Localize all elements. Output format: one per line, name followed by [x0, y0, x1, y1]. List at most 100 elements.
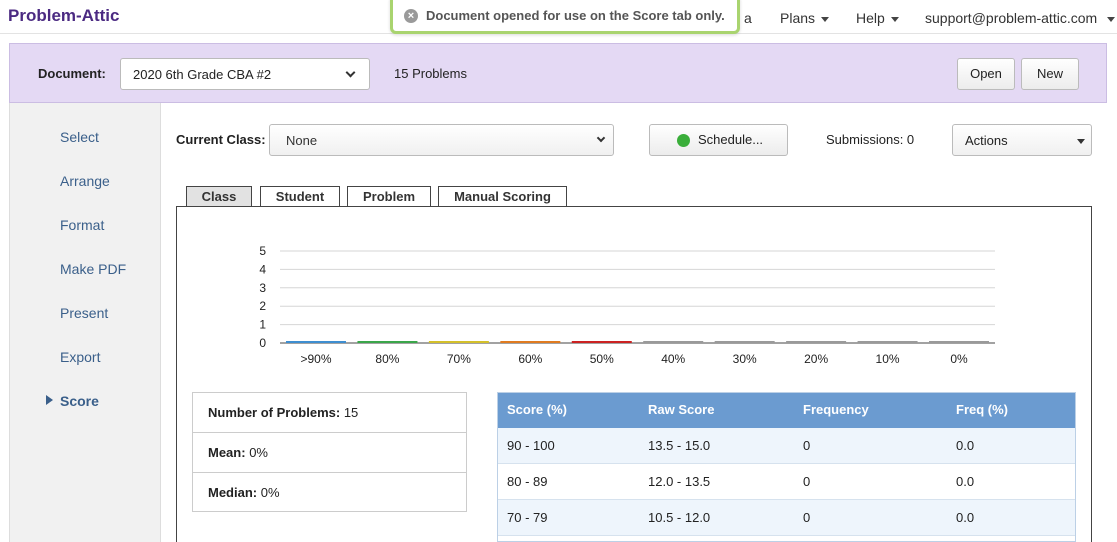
nav-plans-menu[interactable]: Plans	[780, 10, 830, 26]
bar	[786, 341, 847, 343]
chevron-down-icon	[345, 67, 356, 78]
stat-value: 0%	[249, 445, 268, 460]
sidebar-item-present[interactable]: Present	[60, 305, 109, 321]
close-icon[interactable]: ×	[404, 9, 418, 23]
bar	[428, 341, 489, 343]
x-tick-label: 20%	[804, 352, 828, 366]
bar	[357, 341, 418, 343]
table-cell: 0	[803, 474, 811, 489]
nav-account-label: support@problem-attic.com	[925, 10, 1098, 26]
chevron-down-icon	[890, 16, 899, 22]
table-cell: 12.0 - 13.5	[648, 474, 711, 489]
y-tick-label: 3	[259, 281, 266, 295]
table-cell: 10.5 - 12.0	[648, 510, 711, 525]
y-tick-label: 1	[259, 318, 266, 332]
bar	[286, 341, 346, 343]
status-dot-icon	[677, 134, 690, 147]
caret-right-icon	[46, 395, 53, 405]
x-tick-label: 10%	[876, 352, 900, 366]
sidebar-item-score[interactable]: Score	[60, 393, 99, 409]
table-row: 90 - 100 13.5 - 15.0 0 0.0	[498, 428, 1075, 464]
y-tick-label: 0	[259, 336, 266, 350]
y-tick-label: 4	[259, 262, 266, 276]
document-label: Document:	[38, 66, 106, 81]
table-cell: 0	[803, 510, 811, 525]
open-button[interactable]: Open	[957, 58, 1015, 90]
nav-plans-label: Plans	[780, 10, 816, 26]
current-class-label: Current Class:	[176, 132, 266, 147]
table-cell: 70 - 79	[507, 510, 548, 525]
x-tick-label: 40%	[661, 352, 685, 366]
table-header: Score (%) Raw Score Frequency Freq (%)	[498, 393, 1075, 428]
stat-label: Number of Problems:	[208, 405, 341, 420]
table-cell: 0	[803, 438, 811, 453]
sidebar-item-format[interactable]: Format	[60, 217, 105, 233]
tab-manual-scoring[interactable]: Manual Scoring	[438, 186, 567, 207]
schedule-button-label: Schedule...	[698, 132, 764, 147]
stat-value: 15	[343, 405, 359, 420]
bar	[643, 341, 704, 343]
tab-student[interactable]: Student	[260, 186, 340, 207]
nav-help-menu[interactable]: Help	[856, 10, 899, 26]
class-select-value: None	[286, 133, 318, 148]
class-select[interactable]: None	[269, 124, 614, 156]
score-table: Score (%) Raw Score Frequency Freq (%) 9…	[497, 392, 1076, 542]
bar	[571, 341, 632, 343]
x-tick-label: 30%	[733, 352, 757, 366]
sidebar-item-make-pdf[interactable]: Make PDF	[60, 261, 127, 277]
schedule-button[interactable]: Schedule...	[649, 124, 788, 156]
bar	[714, 341, 775, 343]
actions-dropdown[interactable]: Actions	[952, 124, 1092, 156]
table-cell: 0.0	[956, 510, 975, 525]
table-row: 80 - 89 12.0 - 13.5 0 0.0	[498, 464, 1075, 500]
column-header-score[interactable]: Score (%)	[507, 402, 567, 417]
table-row: 70 - 79 10.5 - 12.0 0 0.0	[498, 500, 1075, 536]
actions-label: Actions	[965, 133, 1008, 148]
x-tick-label: 70%	[447, 352, 471, 366]
nav-account-menu[interactable]: support@problem-attic.com	[925, 10, 1116, 26]
stats-panel: Number of Problems: 15 Mean: 0% Median: …	[192, 392, 467, 512]
document-bar: Document: 2020 6th Grade CBA #2 15 Probl…	[9, 43, 1107, 103]
table-cell: 90 - 100	[507, 438, 555, 453]
x-tick-label: >90%	[300, 352, 331, 366]
bar	[929, 341, 989, 343]
stat-value: 0%	[260, 485, 280, 500]
tab-problem[interactable]: Problem	[347, 186, 431, 207]
column-header-frequency[interactable]: Frequency	[803, 402, 869, 417]
x-tick-label: 0%	[950, 352, 968, 366]
sidebar-item-export[interactable]: Export	[60, 349, 101, 365]
problem-count: 15 Problems	[394, 66, 467, 81]
nav-item-partial[interactable]: a	[744, 10, 752, 26]
column-header-freq-percent[interactable]: Freq (%)	[956, 402, 1008, 417]
stat-mean: Mean: 0%	[193, 433, 466, 473]
chevron-down-icon	[596, 133, 606, 143]
tab-class[interactable]: Class	[186, 186, 252, 207]
sidebar: Select Arrange Format Make PDF Present E…	[9, 103, 161, 542]
stat-label: Median:	[208, 485, 258, 500]
toast-message: Document opened for use on the Score tab…	[426, 8, 725, 23]
sidebar-item-select[interactable]: Select	[60, 129, 99, 145]
chevron-down-icon	[1077, 139, 1085, 144]
submissions-count: Submissions: 0	[826, 132, 915, 147]
document-select-value: 2020 6th Grade CBA #2	[133, 67, 272, 82]
bar	[500, 341, 561, 343]
chevron-down-icon	[1107, 16, 1116, 22]
table-cell: 80 - 89	[507, 474, 548, 489]
stat-number-of-problems: Number of Problems: 15	[193, 393, 466, 433]
y-tick-label: 2	[259, 299, 266, 313]
stat-median: Median: 0%	[193, 473, 466, 513]
new-button[interactable]: New	[1021, 58, 1079, 90]
table-cell: 13.5 - 15.0	[648, 438, 711, 453]
nav-help-label: Help	[856, 10, 885, 26]
column-header-raw-score[interactable]: Raw Score	[648, 402, 715, 417]
stat-label: Mean:	[208, 445, 246, 460]
document-select[interactable]: 2020 6th Grade CBA #2	[120, 58, 370, 90]
sidebar-item-arrange[interactable]: Arrange	[60, 173, 110, 189]
table-cell: 0.0	[956, 438, 975, 453]
x-tick-label: 80%	[375, 352, 399, 366]
brand-logo[interactable]: Problem-Attic	[8, 6, 120, 25]
x-tick-label: 50%	[590, 352, 614, 366]
bar	[857, 341, 918, 343]
x-tick-label: 60%	[518, 352, 542, 366]
chevron-down-icon	[821, 16, 830, 22]
